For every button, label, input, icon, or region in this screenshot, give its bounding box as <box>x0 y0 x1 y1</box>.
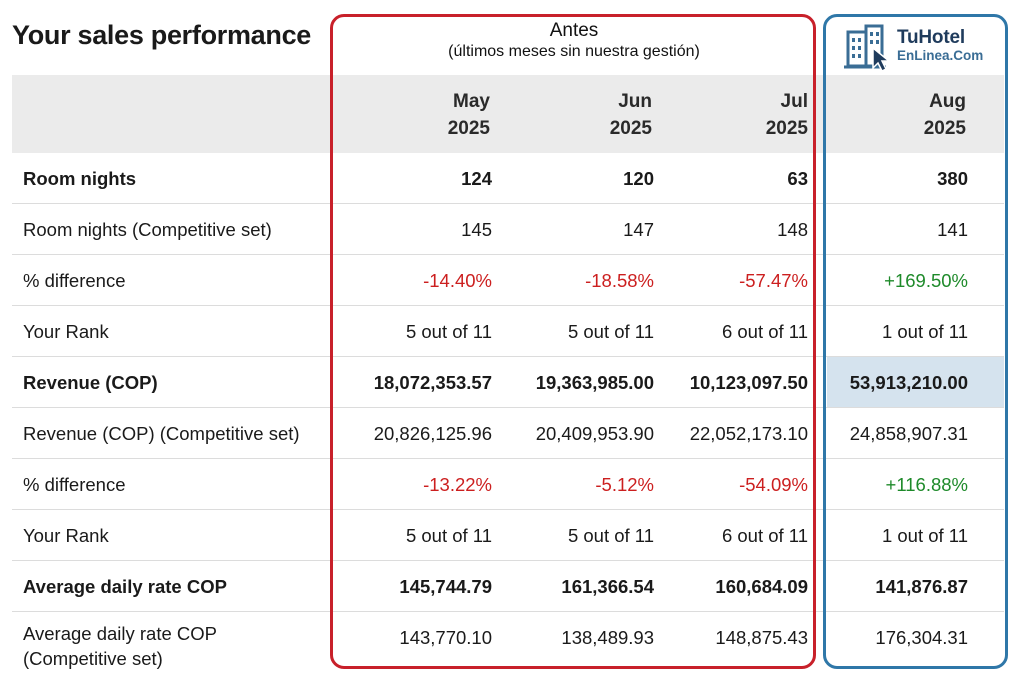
table-row-revenue-difference: % difference -13.22% -5.12% -54.09% +116… <box>12 459 1004 510</box>
table-row-room-nights-compset: Room nights (Competitive set) 145 147 14… <box>12 204 1004 255</box>
value-may: 20,826,125.96 <box>373 423 492 444</box>
row-label: Revenue (COP) (Competitive set) <box>23 423 300 444</box>
column-header-jun: Jun 2025 <box>609 91 652 139</box>
row-label: Revenue (COP) <box>23 372 158 393</box>
value-jul: -54.09% <box>739 474 808 495</box>
table-row-room-nights-difference: % difference -14.40% -18.58% -57.47% +16… <box>12 255 1004 306</box>
value-aug: 1 out of 11 <box>881 321 968 342</box>
value-jul: 22,052,173.10 <box>689 423 808 444</box>
value-jun: 20,409,953.90 <box>535 423 654 444</box>
value-aug: 141,876.87 <box>875 576 968 597</box>
value-aug: +169.50% <box>884 270 968 291</box>
value-jul: -57.47% <box>739 270 808 291</box>
table-row-adr: Average daily rate COP 145,744.79 161,36… <box>12 561 1004 612</box>
column-header-aug: Aug 2025 <box>923 91 966 139</box>
row-label: % difference <box>23 270 126 291</box>
before-period-title: Antes <box>549 20 599 41</box>
brand-name-line2: EnLinea.Com <box>897 48 984 63</box>
value-jul: 10,123,097.50 <box>689 372 808 393</box>
brand-logo: TuHotel EnLinea.Com <box>842 20 992 74</box>
table-row-revenue-compset: Revenue (COP) (Competitive set) 20,826,1… <box>12 408 1004 459</box>
value-jun: -18.58% <box>585 270 654 291</box>
row-label: % difference <box>23 474 126 495</box>
value-may: 145,744.79 <box>399 576 492 597</box>
brand-logo-text: TuHotel EnLinea.Com <box>897 28 983 63</box>
value-may: 5 out of 11 <box>405 321 492 342</box>
before-period-header: Antes (últimos meses sin nuestra gestión… <box>334 20 814 62</box>
value-aug: 141 <box>937 219 968 240</box>
value-jun: 120 <box>623 168 654 189</box>
after-period-frame <box>823 14 1008 669</box>
value-jul: 6 out of 11 <box>721 525 808 546</box>
value-aug: 24,858,907.31 <box>849 423 968 444</box>
value-may: -13.22% <box>423 474 492 495</box>
value-jun: 19,363,985.00 <box>535 372 654 393</box>
row-label: Room nights <box>23 168 137 189</box>
table-row-revenue-rank: Your Rank 5 out of 11 5 out of 11 6 out … <box>12 510 1004 561</box>
value-jun: 161,366.54 <box>561 576 654 597</box>
before-period-subtitle: (últimos meses sin nuestra gestión) <box>448 43 700 60</box>
row-label: Your Rank <box>23 525 109 546</box>
value-may: 18,072,353.57 <box>373 372 492 393</box>
row-label: Room nights (Competitive set) <box>23 219 272 240</box>
row-label: Your Rank <box>23 321 109 342</box>
value-may: 5 out of 11 <box>405 525 492 546</box>
value-aug: +116.88% <box>885 474 968 495</box>
value-jul: 148 <box>777 219 808 240</box>
value-may: 124 <box>461 168 492 189</box>
table-row-adr-compset: Average daily rate COP (Competitive set)… <box>12 612 1004 674</box>
value-aug: 53,913,210.00 <box>849 372 968 393</box>
brand-name-line1: TuHotel <box>897 27 965 48</box>
value-jul: 63 <box>787 168 808 189</box>
value-jun: 138,489.93 <box>561 627 654 648</box>
hotel-building-cursor-icon <box>844 24 892 72</box>
table-row-revenue: Revenue (COP) 18,072,353.57 19,363,985.0… <box>12 357 1004 408</box>
row-label: Average daily rate COP <box>23 576 227 597</box>
value-jun: 147 <box>623 219 654 240</box>
table-row-room-nights-rank: Your Rank 5 out of 11 5 out of 11 6 out … <box>12 306 1004 357</box>
row-label: Average daily rate COP (Competitive set) <box>23 623 217 669</box>
table-header-band <box>12 75 1004 153</box>
value-may: 143,770.10 <box>399 627 492 648</box>
value-jul: 148,875.43 <box>715 627 808 648</box>
value-jul: 160,684.09 <box>715 576 808 597</box>
page-title: Your sales performance <box>12 20 312 50</box>
value-may: 145 <box>461 219 492 240</box>
value-jun: 5 out of 11 <box>567 525 654 546</box>
value-jun: -5.12% <box>595 474 654 495</box>
highlighted-cell <box>827 356 1004 407</box>
column-header-jul: Jul 2025 <box>765 91 808 139</box>
column-header-may: May 2025 <box>447 91 490 139</box>
before-period-frame <box>330 14 816 669</box>
value-jun: 5 out of 11 <box>567 321 654 342</box>
table-row-room-nights: Room nights 124 120 63 380 <box>12 153 1004 204</box>
value-may: -14.40% <box>423 270 492 291</box>
value-aug: 1 out of 11 <box>881 525 968 546</box>
value-aug: 380 <box>937 168 968 189</box>
value-aug: 176,304.31 <box>875 627 968 648</box>
value-jul: 6 out of 11 <box>721 321 808 342</box>
